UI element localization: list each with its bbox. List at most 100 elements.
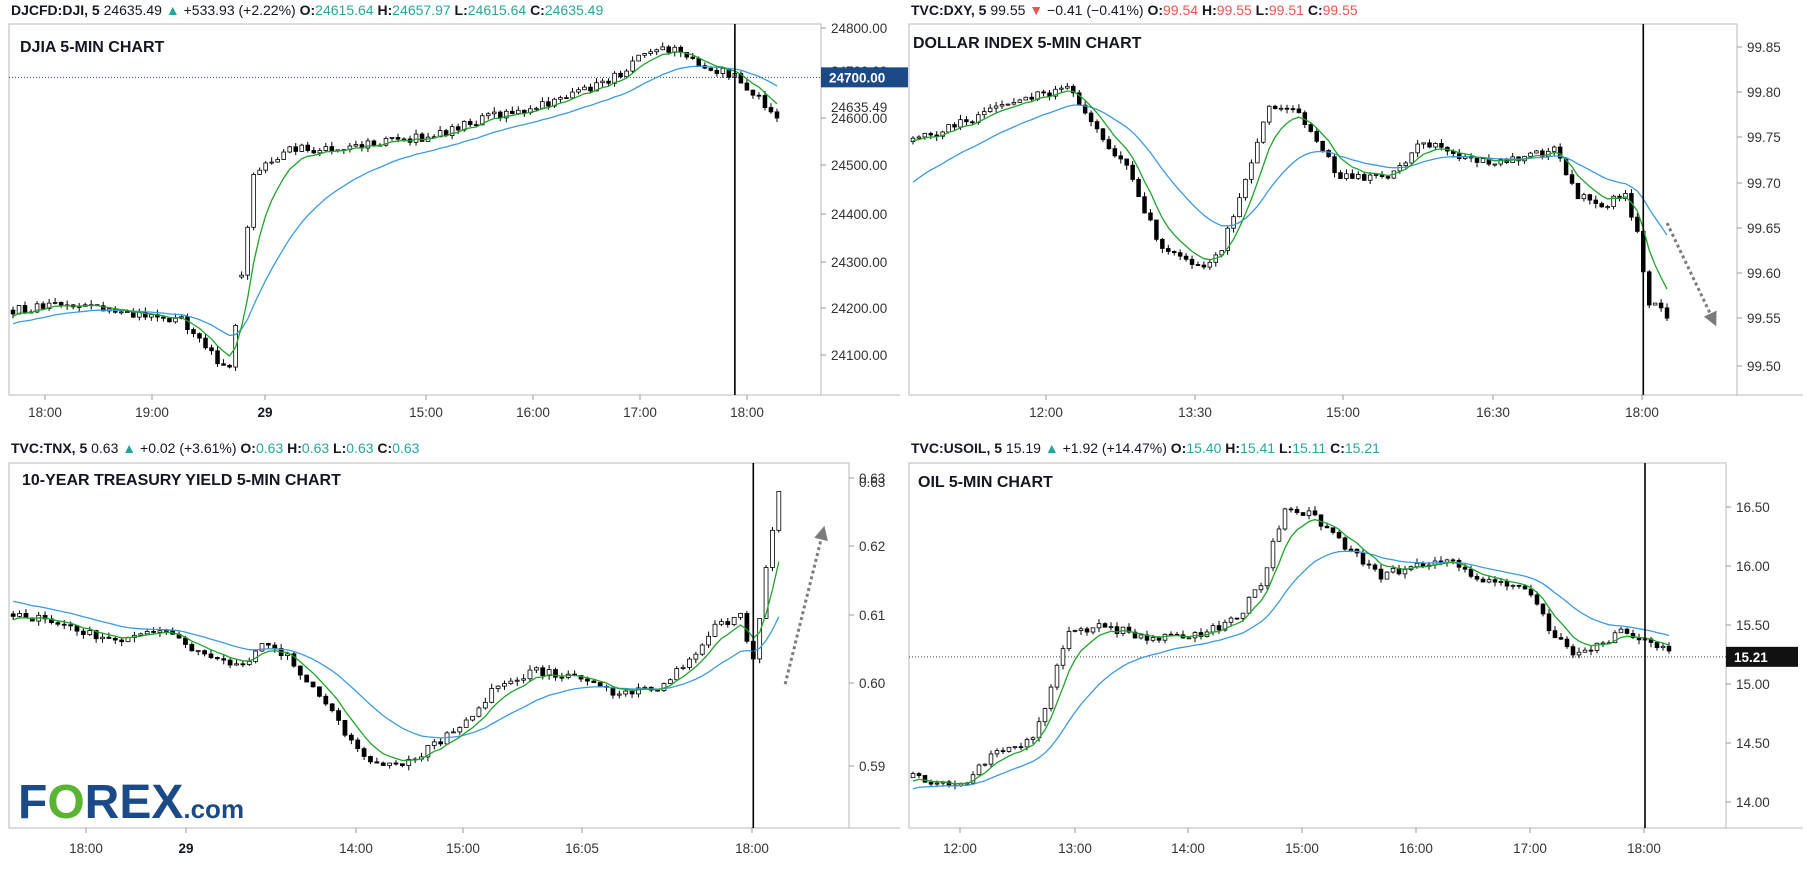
candle	[10, 610, 16, 621]
candle	[1367, 172, 1373, 185]
x-tick-label: 16:30	[1476, 405, 1510, 420]
header-c: 99.55	[1323, 2, 1358, 18]
candle	[1130, 161, 1135, 182]
candle	[1228, 616, 1234, 627]
candle	[1456, 558, 1462, 572]
ema-fast-dxy	[912, 90, 1668, 290]
candle	[317, 148, 323, 157]
x-tick-label: 29	[178, 841, 193, 856]
candle	[1162, 633, 1168, 644]
candle	[80, 628, 86, 639]
header-o: 99.54	[1163, 2, 1202, 18]
candle	[1450, 558, 1456, 565]
candle	[1048, 684, 1054, 712]
x-tick-label: 15:00	[1326, 405, 1360, 420]
header-change: +533.93 (+2.22%)	[184, 2, 300, 18]
candle	[1396, 564, 1402, 576]
candle	[1312, 506, 1318, 517]
candle	[763, 565, 769, 619]
candle	[317, 686, 322, 698]
price-tag-label-djia: 24700.00	[829, 70, 885, 85]
y-tick-label: 24400.00	[831, 207, 887, 222]
candle	[234, 659, 239, 666]
candle	[612, 71, 617, 87]
candle	[1252, 589, 1258, 598]
y-tick-label: 0.61	[859, 608, 885, 623]
candle	[642, 53, 647, 58]
candle	[347, 142, 353, 153]
x-tick-label: 18:00	[735, 841, 769, 856]
candle	[616, 690, 622, 699]
candle	[1552, 626, 1558, 639]
candle	[1635, 212, 1640, 234]
candle	[10, 306, 16, 319]
candle	[1402, 566, 1408, 579]
header-last: 15.19	[1006, 440, 1045, 456]
header-dxy: TVC:DXY, 5 99.55 ▼ −0.41 (−0.41%) O:99.5…	[911, 2, 1358, 18]
candle	[342, 720, 348, 738]
candle	[922, 132, 928, 140]
candle	[202, 649, 207, 657]
candle	[502, 680, 507, 690]
candle	[406, 755, 412, 771]
candle	[1314, 127, 1319, 144]
candle	[297, 665, 303, 680]
candle	[214, 656, 220, 661]
candle	[1623, 190, 1628, 202]
candle	[981, 107, 987, 119]
y-tick-label: 0.59	[859, 759, 885, 774]
candle	[1171, 250, 1177, 256]
x-tick-label: 15:00	[409, 405, 443, 420]
candle	[1294, 506, 1300, 515]
candle	[660, 42, 665, 51]
x-tick-label: 18:00	[28, 405, 62, 420]
candle	[1594, 642, 1600, 654]
candle	[1342, 536, 1348, 551]
candle	[1071, 84, 1076, 97]
candle	[1516, 584, 1522, 589]
candle	[1237, 193, 1242, 218]
header-usoil: TVC:USOIL, 5 15.19 ▲ +1.92 (+14.47%) O:1…	[911, 440, 1380, 456]
candle	[1272, 104, 1278, 110]
candle	[1018, 742, 1024, 751]
panel-tnx: TVC:TNX, 5 0.63 ▲ +0.02 (+3.61%) O:0.63 …	[8, 440, 900, 856]
x-tick-label: 15:00	[446, 841, 480, 856]
y-tick-label: 24200.00	[831, 301, 887, 316]
candle	[1336, 530, 1342, 539]
candle	[1108, 622, 1114, 631]
candle	[1320, 140, 1325, 153]
x-tick-label: 17:00	[623, 405, 657, 420]
header-l-label: L:	[333, 440, 346, 456]
y-tick-label: 24600.00	[831, 111, 887, 126]
candle	[1427, 139, 1432, 149]
candle	[756, 92, 762, 100]
x-tick-label: 13:00	[1058, 841, 1092, 856]
candle	[1564, 636, 1570, 649]
candle	[916, 772, 922, 779]
candle	[597, 682, 603, 687]
candle	[1112, 145, 1118, 158]
header-o-label: O:	[1147, 2, 1163, 18]
candle	[291, 651, 297, 668]
candle	[776, 490, 782, 533]
candle	[719, 618, 724, 627]
candle	[1054, 663, 1060, 691]
header-l: 0.63	[346, 440, 377, 456]
candle	[1558, 632, 1564, 641]
candle	[514, 677, 520, 686]
candle	[1366, 559, 1372, 569]
candle	[527, 665, 533, 682]
candle	[528, 105, 533, 115]
candle	[1474, 573, 1480, 582]
candle	[1126, 623, 1132, 634]
candle	[1255, 138, 1260, 164]
candle	[74, 625, 80, 636]
candle	[305, 141, 311, 153]
candle	[1005, 103, 1011, 106]
candle	[119, 310, 124, 315]
candle	[1249, 159, 1254, 184]
y-tick-label: 99.50	[1747, 359, 1781, 374]
candle	[137, 308, 142, 321]
header-o: 0.63	[256, 440, 287, 456]
candle	[738, 612, 743, 620]
